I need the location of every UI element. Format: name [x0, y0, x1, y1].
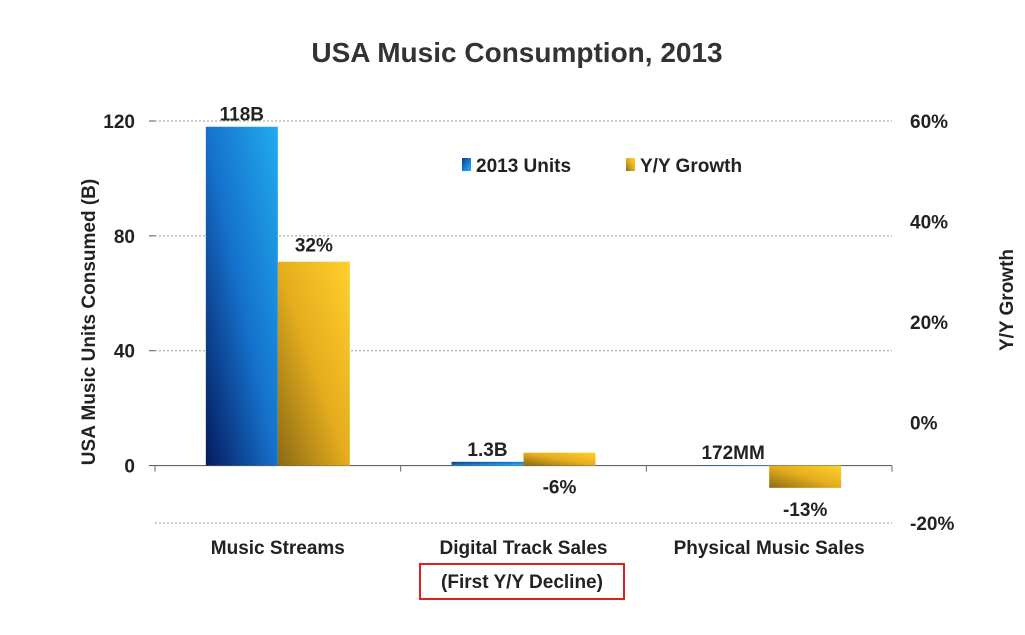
legend-swatch-yy-growth — [626, 158, 635, 171]
bar-yy-growth — [769, 465, 842, 488]
legend-label-2013-units: 2013 Units — [476, 156, 571, 177]
legend-swatch-2013-units — [462, 158, 471, 171]
bar-2013-units — [451, 461, 524, 466]
category-label: Physical Music Sales — [674, 538, 865, 559]
y2-tick-label: 60% — [910, 112, 948, 133]
y-tick-label: 40 — [114, 342, 135, 363]
data-label-2013-units: 1.3B — [467, 440, 507, 461]
bar-2013-units — [205, 126, 278, 466]
y-tick-label: 80 — [114, 227, 135, 248]
y2-tick-label: 40% — [910, 213, 948, 234]
data-label-2013-units: 172MM — [701, 443, 764, 464]
legend: 2013 Units Y/Y Growth — [462, 156, 742, 177]
data-labels: 118B 32% 1.3B -6% 172MM -13% — [220, 105, 828, 521]
category-label: Music Streams — [211, 538, 345, 559]
y2-tick-label: -20% — [910, 514, 954, 535]
bars — [205, 126, 842, 488]
y2-axis-title: Y/Y Growth — [997, 249, 1018, 351]
bar-yy-growth — [523, 452, 596, 466]
tick-labels: 120 80 40 0 60% 40% 20% 0% -20% — [103, 112, 954, 535]
bar-yy-growth — [277, 261, 350, 466]
y2-tick-label: 20% — [910, 313, 948, 334]
data-label-yy-growth: -6% — [543, 478, 577, 499]
y-tick-label: 120 — [103, 112, 135, 133]
y-axis-title: USA Music Units Consumed (B) — [79, 179, 100, 465]
data-label-yy-growth: -13% — [783, 500, 827, 521]
data-label-yy-growth: 32% — [295, 236, 333, 257]
category-label: Digital Track Sales — [440, 538, 608, 559]
gridlines — [155, 120, 892, 524]
category-labels: Music Streams Digital Track Sales Physical… — [211, 538, 865, 559]
y2-tick-label: 0% — [910, 414, 938, 435]
category-note-digital-track-sales: (First Y/Y Decline) — [441, 572, 603, 593]
category-note-box — [419, 563, 625, 600]
bar-2013-units — [697, 465, 770, 466]
y-tick-label: 0 — [124, 457, 135, 478]
legend-label-yy-growth: Y/Y Growth — [640, 156, 742, 177]
chart-title: USA Music Consumption, 2013 — [311, 37, 722, 68]
data-label-2013-units: 118B — [220, 105, 264, 126]
